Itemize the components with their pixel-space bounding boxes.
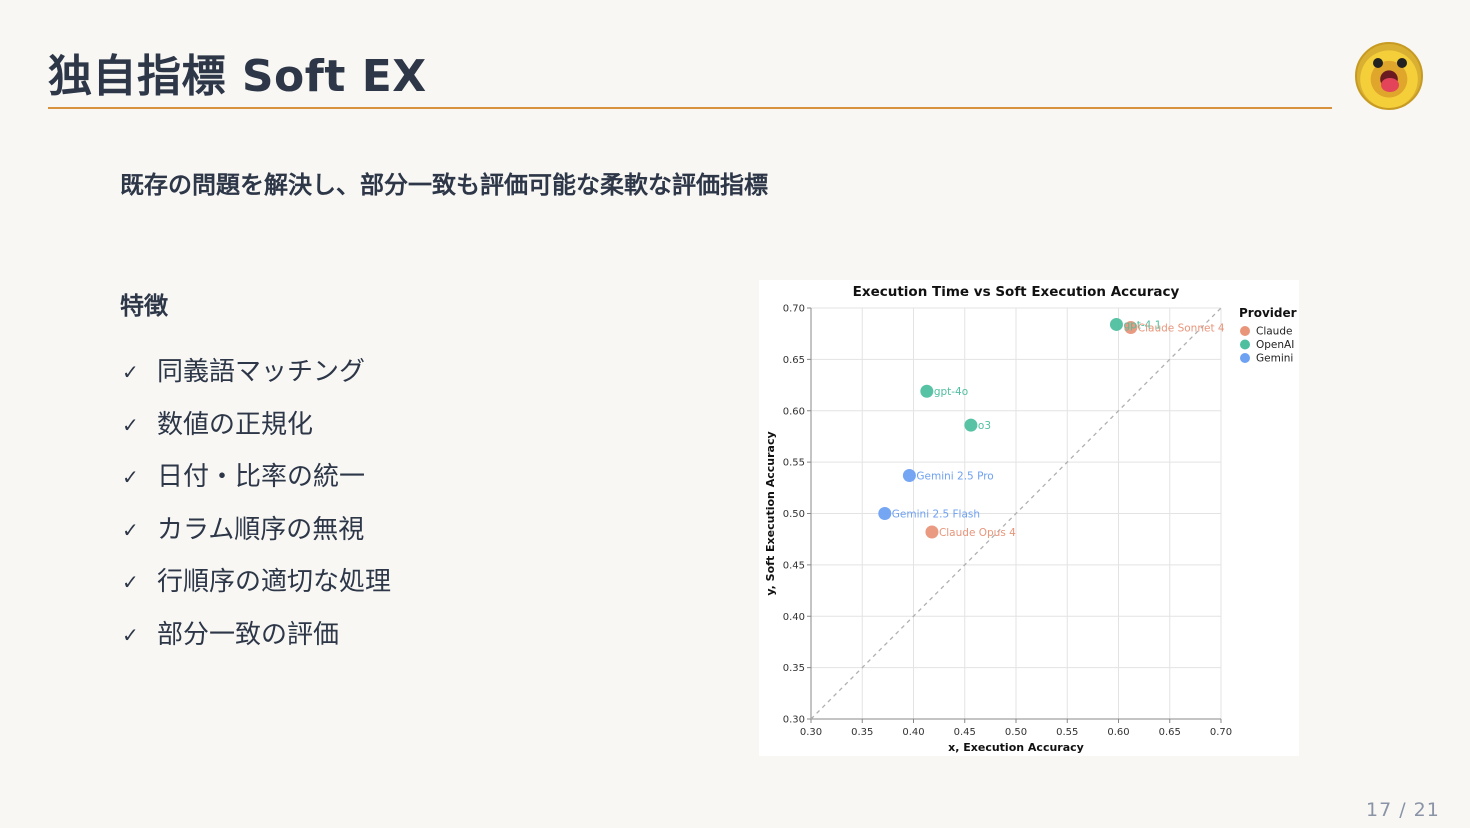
x-tick-label: 0.50 (1005, 727, 1027, 738)
check-icon: ✓ (122, 622, 139, 647)
data-point-label: gpt-4o (934, 386, 968, 398)
x-tick-label: 0.35 (851, 727, 873, 738)
data-point-label: o3 (978, 420, 991, 432)
y-tick-label: 0.40 (783, 612, 805, 623)
check-icon: ✓ (122, 360, 139, 384)
data-point (878, 507, 892, 520)
feature-list: ✓ 同義語マッチング ✓ 数値の正規化 ✓ 日付・比率の統一 ✓ カラム順序の無視 ✓ 行… (122, 346, 391, 661)
avatar-eye-right (1397, 58, 1407, 68)
diagonal-reference-line (810, 307, 1222, 720)
y-tick-label: 0.65 (783, 355, 805, 366)
feature-label: 日付・比率の統一 (157, 462, 366, 492)
feature-label: 行順序の適切な処理 (157, 567, 392, 597)
x-tick-label: 0.45 (954, 727, 976, 738)
x-tick-label: 0.70 (1210, 727, 1232, 738)
data-point-label: Claude Sonnet 4 (1138, 323, 1225, 335)
avatar (1355, 42, 1423, 110)
title-underline (48, 107, 1332, 109)
feature-label: カラム順序の無視 (157, 514, 365, 545)
feature-label: 数値の正規化 (157, 409, 314, 440)
data-point (964, 418, 978, 432)
y-tick-label: 0.60 (783, 406, 805, 417)
check-icon: ✓ (122, 412, 139, 437)
x-tick-label: 0.40 (902, 727, 924, 738)
chart-canvas: 0.30 0.35 0.40 0.45 0.50 0.55 0.60 0.65 0.70 0.70… (764, 284, 1297, 754)
data-point-label: Claude Opus 4 (939, 527, 1016, 539)
y-tick-label: 0.35 (783, 663, 805, 674)
legend-label: Gemini (1256, 353, 1293, 365)
data-point (1124, 321, 1138, 335)
data-point-label: Gemini 2.5 Pro (916, 470, 993, 482)
legend-swatch (1240, 339, 1250, 350)
feature-item: ✓ 同義語マッチング (122, 346, 391, 399)
feature-item: ✓ 日付・比率の統一 (122, 451, 391, 504)
legend-title: Provider (1239, 306, 1297, 320)
feature-item: ✓ カラム順序の無視 (122, 504, 391, 557)
data-point-label: gpt-4.1 (1123, 319, 1161, 331)
y-axis-title: y, Soft Execution Accuracy (764, 431, 777, 595)
feature-item: ✓ 行順序の適切な処理 (122, 556, 391, 609)
data-point-label: Gemini 2.5 Flash (892, 509, 980, 521)
features-heading: 特徴 (120, 292, 168, 320)
feature-item: ✓ 数値の正規化 (122, 399, 391, 452)
data-point (920, 384, 934, 398)
feature-label: 同義語マッチング (157, 357, 366, 387)
legend-label: Claude (1256, 326, 1292, 338)
chart-title: Execution Time vs Soft Execution Accurac… (853, 284, 1180, 300)
legend-swatch (1240, 326, 1250, 336)
slide-title: 独自指標 Soft EX (48, 51, 427, 102)
y-tick-label: 0.50 (783, 509, 805, 520)
legend-swatch (1240, 353, 1250, 363)
avatar-tongue (1381, 78, 1399, 92)
check-icon: ✓ (122, 570, 139, 594)
y-tick-label: 0.30 (783, 715, 805, 726)
x-axis-title: x, Execution Accuracy (948, 741, 1084, 754)
check-icon: ✓ (122, 465, 139, 489)
x-tick-label: 0.30 (800, 727, 822, 738)
page-number: 17 / 21 (1366, 799, 1440, 821)
scatter-chart: 0.30 0.35 0.40 0.45 0.50 0.55 0.60 0.65 0.70 0.70… (759, 280, 1299, 756)
y-tick-label: 0.45 (783, 560, 805, 571)
check-icon: ✓ (122, 517, 139, 542)
data-point (925, 525, 939, 539)
data-point (902, 468, 916, 482)
feature-item: ✓ 部分一致の評価 (122, 609, 391, 662)
y-tick-label: 0.70 (783, 304, 805, 315)
avatar-eye-left (1373, 58, 1383, 68)
slide-subtitle: 既存の問題を解決し、部分一致も評価可能な柔軟な評価指標 (120, 171, 768, 199)
feature-label: 部分一致の評価 (157, 619, 340, 650)
y-tick-label: 0.55 (783, 458, 805, 469)
x-tick-label: 0.65 (1159, 727, 1181, 738)
x-tick-label: 0.55 (1056, 727, 1078, 738)
x-tick-label: 0.60 (1107, 727, 1129, 738)
legend-label: OpenAI (1256, 339, 1294, 351)
data-point (1109, 317, 1123, 331)
